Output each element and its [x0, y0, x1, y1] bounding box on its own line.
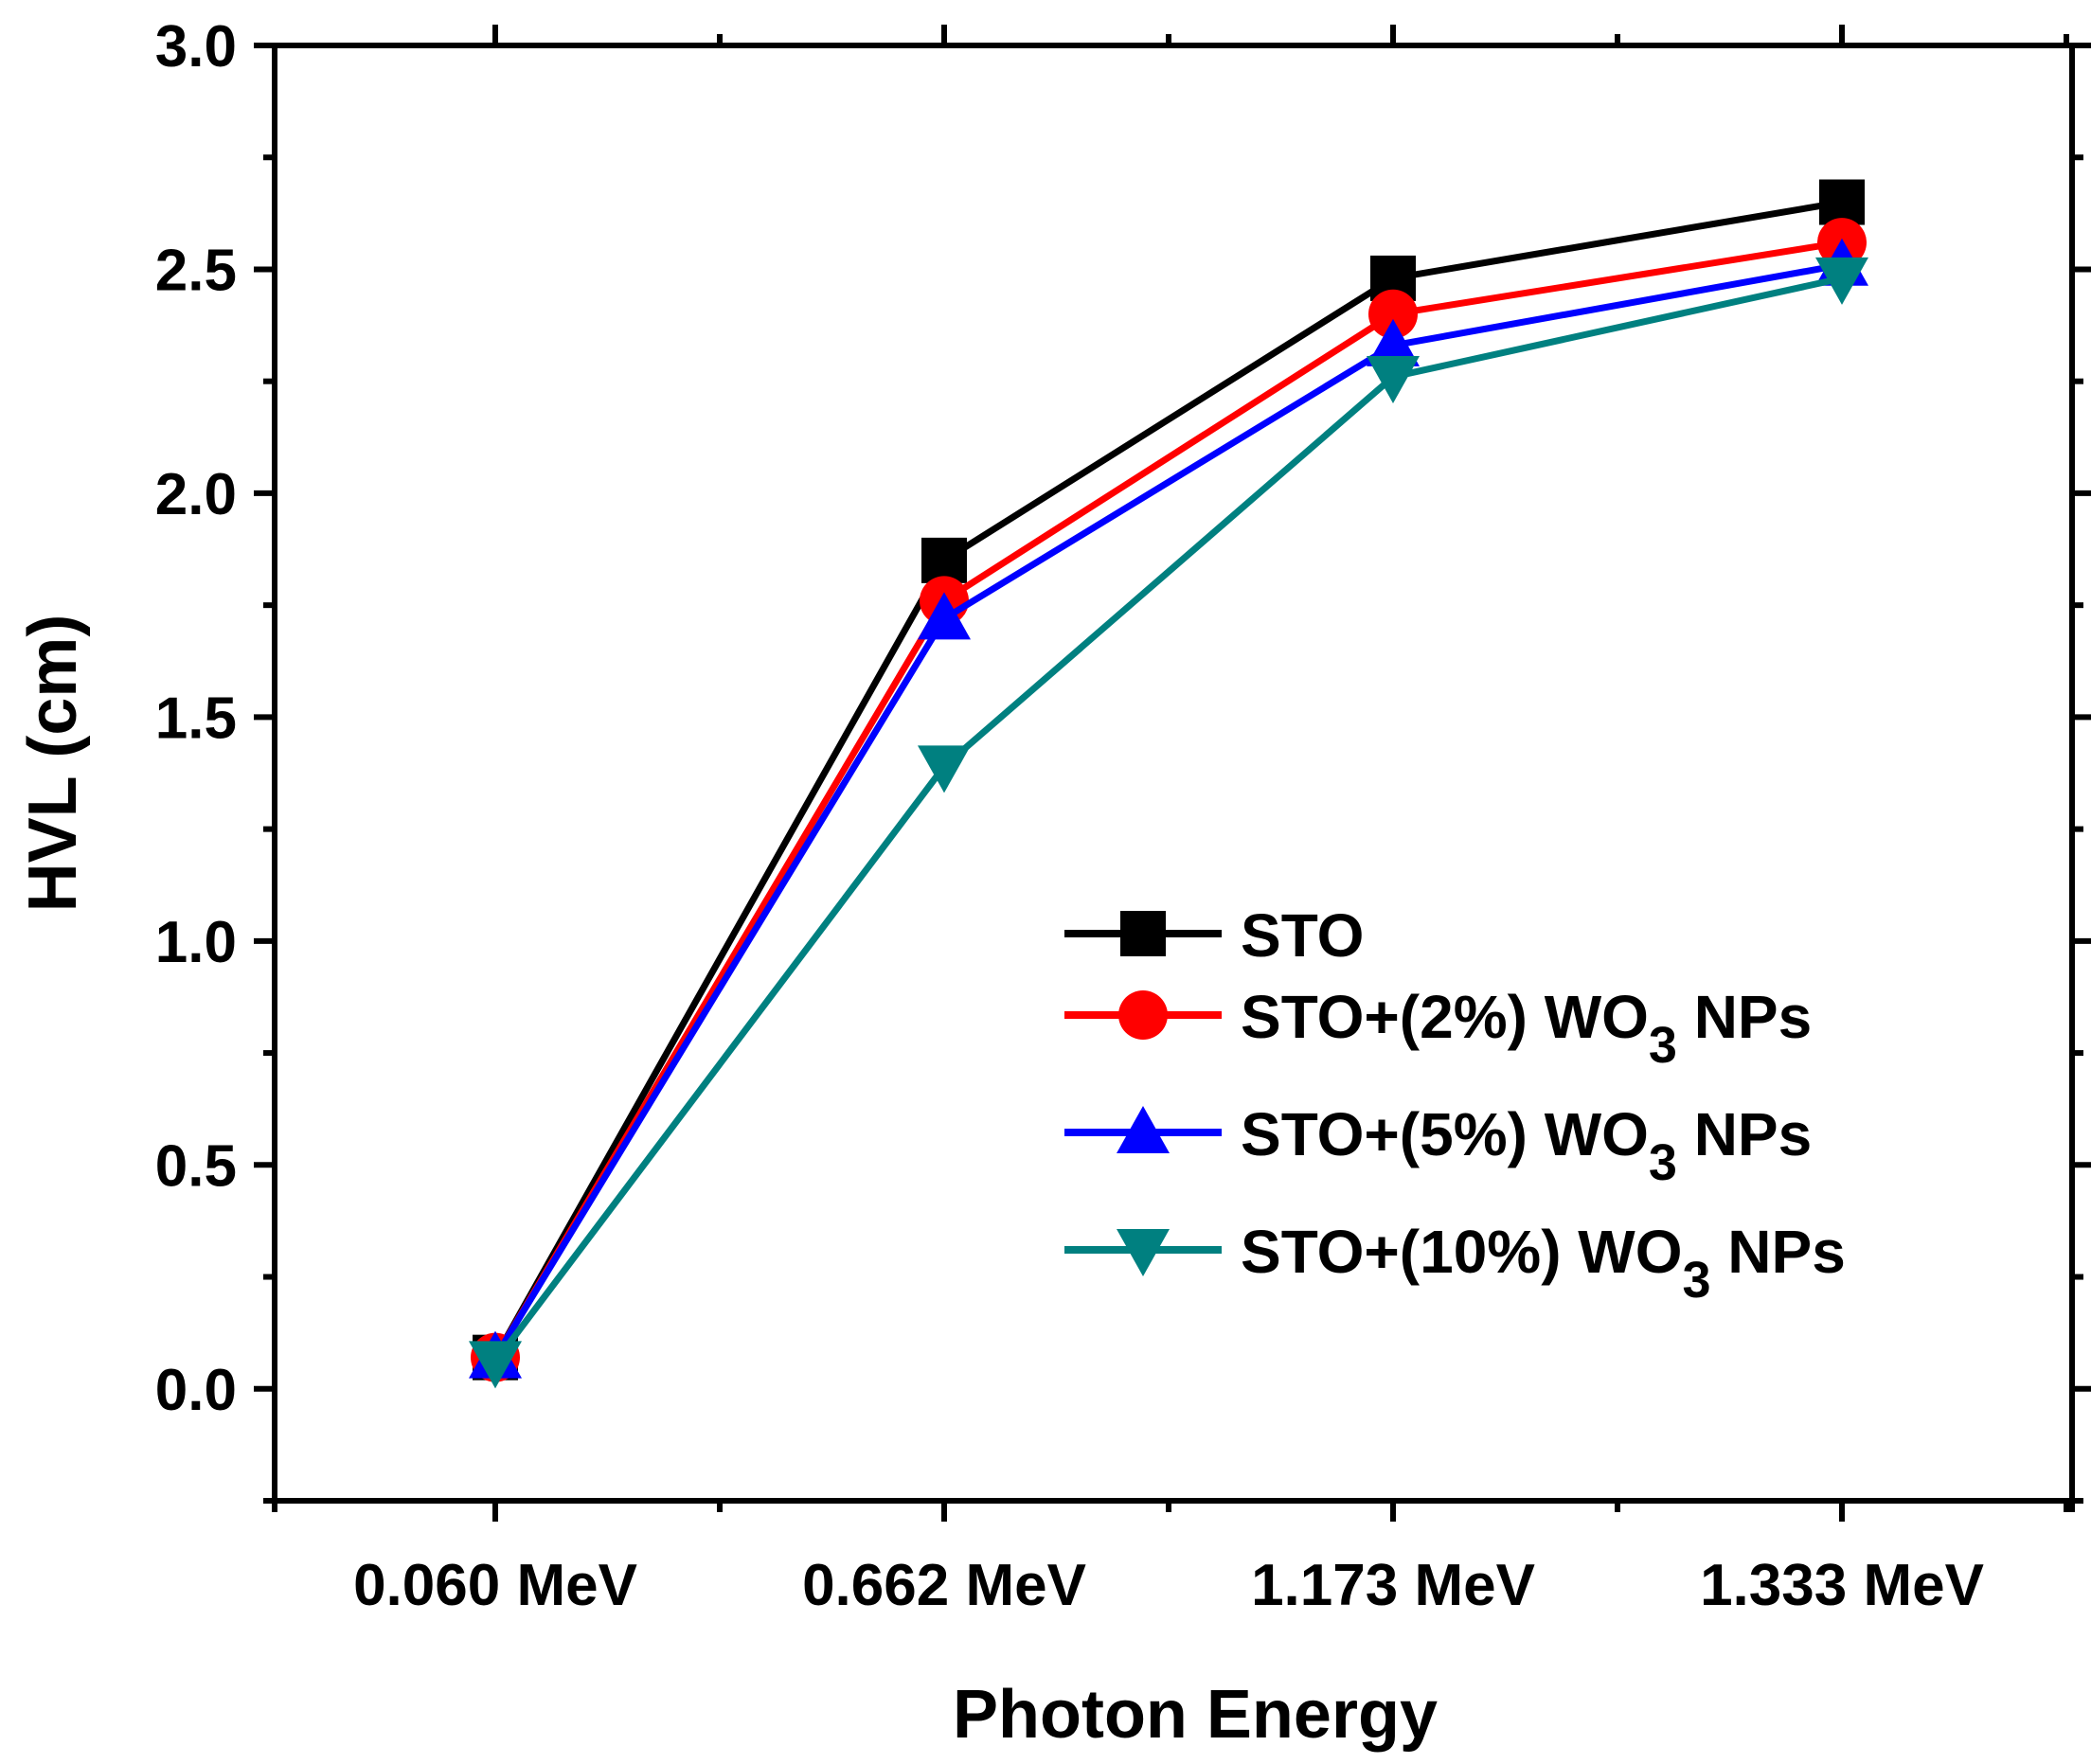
data-point [921, 537, 967, 583]
series-line [492, 275, 1843, 1364]
data-point [1367, 355, 1420, 403]
legend-marker [1117, 1229, 1170, 1276]
series-3 [469, 257, 1868, 1389]
series-layer [469, 179, 1868, 1389]
data-point [918, 592, 971, 640]
y-tick-label: 2.5 [155, 238, 237, 303]
y-tick-label: 3.0 [155, 14, 237, 80]
data-point [1367, 318, 1420, 366]
x-tick-label: 1.173 MeV [1251, 1553, 1535, 1618]
data-point [1819, 179, 1865, 225]
legend-item: STO+(2%) WO3 NPs [1064, 983, 1812, 1074]
ticks-layer: 0.0 0.5 1.0 1.5 2.0 2.5 3.0 0.060 MeV 0.662 MeV 1… [155, 14, 2091, 1618]
legend-marker [1117, 1106, 1170, 1153]
legend-marker [1118, 990, 1168, 1040]
y-axis-title: HVL (cm) [15, 615, 91, 913]
legend-marker [1120, 911, 1166, 956]
legend-label: STO+(2%) WO3 NPs [1241, 983, 1812, 1074]
legend-item: STO+(10%) WO3 NPs [1064, 1218, 1846, 1309]
legend-item: STO [1064, 901, 1364, 970]
series-line [492, 261, 1843, 1360]
x-tick-label: 1.333 MeV [1700, 1553, 1984, 1618]
data-point [469, 1341, 522, 1389]
plot-frame [272, 43, 2075, 1504]
y-tick-label: 1.5 [155, 686, 237, 751]
legend-item: STO+(5%) WO3 NPs [1064, 1100, 1812, 1191]
x-axis-title: Photon Energy [953, 1677, 1438, 1753]
data-point [1815, 257, 1868, 305]
y-tick-label: 1.0 [155, 910, 237, 975]
legend: STO STO+(2%) WO3 NPs STO+(5%) WO3 NPs STO+(… [1064, 901, 1846, 1309]
data-point [918, 745, 971, 793]
y-tick-label: 0.0 [155, 1358, 237, 1423]
legend-label: STO [1241, 901, 1364, 970]
data-point [1368, 289, 1418, 339]
x-tick-label: 0.060 MeV [353, 1553, 637, 1618]
y-tick-label: 2.0 [155, 462, 237, 527]
series-line [491, 239, 1843, 1360]
legend-label: STO+(10%) WO3 NPs [1241, 1218, 1846, 1309]
x-tick-label: 0.662 MeV [802, 1553, 1086, 1618]
series-line [491, 199, 1843, 1360]
y-tick-label: 0.5 [155, 1133, 237, 1199]
legend-label: STO+(5%) WO3 NPs [1241, 1100, 1812, 1191]
